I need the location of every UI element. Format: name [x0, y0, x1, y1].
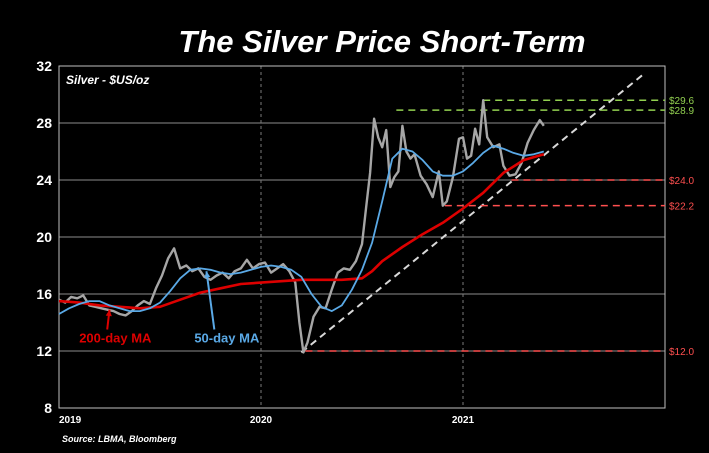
ma50-line	[58, 144, 545, 315]
y-tick-label: 16	[36, 286, 52, 302]
x-tick-label: 2020	[250, 415, 273, 426]
chart-title: The Silver Price Short-Term	[178, 24, 585, 59]
price-level-label: $28.9	[669, 106, 694, 117]
annotation-arrow	[205, 271, 216, 330]
x-tick-label: 2021	[452, 415, 475, 426]
annotation-arrowhead	[204, 271, 211, 278]
y-tick-label: 32	[36, 58, 52, 74]
price-level-label: $24.0	[669, 176, 694, 187]
ma200-annotation: 200-day MA	[79, 330, 152, 345]
x-tick-label: 2019	[59, 415, 82, 426]
annotation-arrowhead	[105, 309, 112, 317]
silver-line	[58, 99, 545, 354]
plot-frame	[58, 65, 666, 409]
price-level-label: $29.6	[669, 96, 694, 107]
y-tick-label: 28	[36, 115, 52, 131]
annotations: 200-day MA 50-day MA	[79, 271, 260, 345]
price-level-lines: $29.6$28.9 $24.0 $22.2 $12.0	[300, 72, 694, 358]
source-note: Source: LBMA, Bloomberg	[62, 434, 177, 444]
price-level-label: $22.2	[669, 202, 694, 213]
ma200-line	[58, 153, 545, 310]
support-trendline	[300, 72, 646, 354]
x-axis-tick-labels: 2019 2020 2021	[59, 415, 475, 426]
y-tick-label: 20	[36, 229, 52, 245]
price-level-label: $12.0	[669, 347, 694, 358]
y-tick-label: 24	[36, 172, 52, 188]
y-tick-label: 8	[44, 400, 52, 416]
y-axis-tick-labels: 8 12 16 20 24 28 32	[36, 58, 52, 416]
y-tick-label: 12	[36, 343, 52, 359]
series-lines	[58, 99, 545, 354]
series-label: Silver - $US/oz	[66, 73, 149, 87]
ma50-annotation: 50-day MA	[194, 330, 260, 345]
plot-border	[58, 65, 666, 409]
